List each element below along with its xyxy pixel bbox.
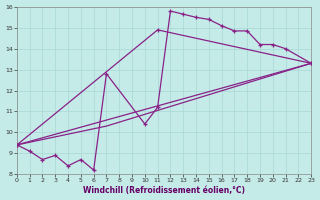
X-axis label: Windchill (Refroidissement éolien,°C): Windchill (Refroidissement éolien,°C) <box>83 186 245 195</box>
